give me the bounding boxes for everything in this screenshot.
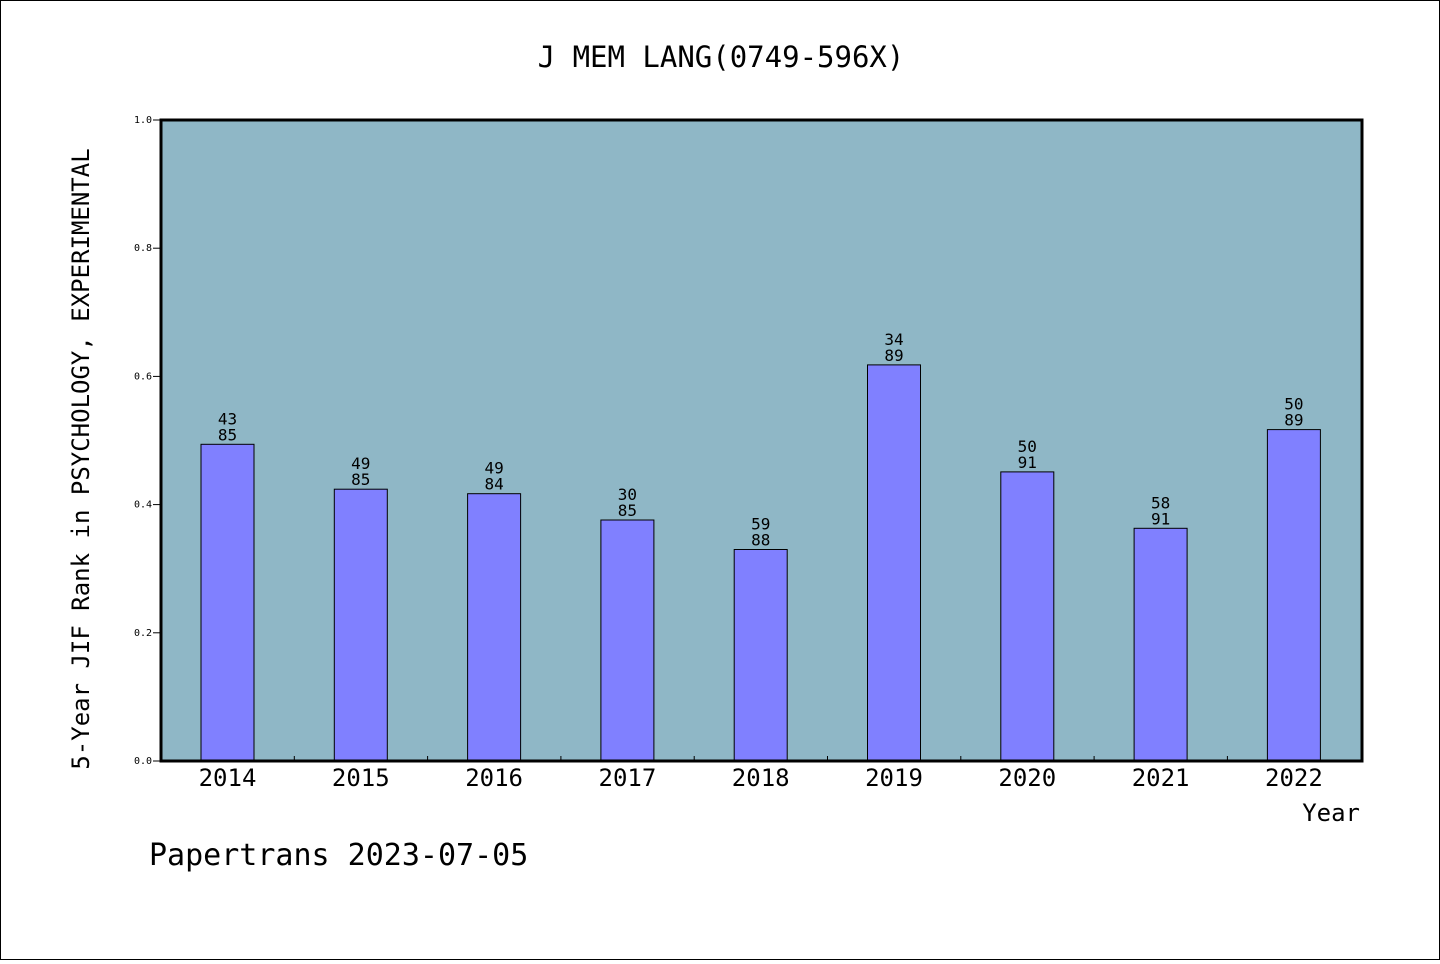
bar-2015 (333, 488, 388, 762)
bar-2018 (733, 549, 788, 762)
y-tick-label: 1.0 (134, 115, 152, 126)
bar-2022 (1266, 429, 1321, 762)
y-axis: 0.0 0.2 0.4 0.6 0.8 1.0 (134, 115, 161, 767)
bar-2020 (1000, 471, 1055, 762)
bar-total-label: 84 (484, 475, 503, 494)
bar-total-label: 85 (351, 470, 370, 489)
bar-2016 (467, 493, 522, 762)
footer-credit: Papertrans 2023-07-05 (149, 838, 528, 873)
bar-rank-label: 58 (1151, 493, 1170, 512)
x-tick-label: 2014 (199, 764, 257, 792)
bar-rank-label: 50 (1018, 437, 1037, 456)
x-axis: 2014 2015 2016 2017 2018 2019 2020 2021 2022 (199, 756, 1323, 792)
x-tick-label: 2021 (1132, 764, 1190, 792)
y-tick-label: 0.6 (134, 371, 152, 382)
x-tick-label: 2015 (332, 764, 390, 792)
bar-total-label: 91 (1151, 509, 1170, 528)
bar-2021 (1133, 527, 1188, 762)
bar-rank-label: 34 (884, 330, 903, 349)
y-tick-label: 0.0 (134, 756, 152, 767)
bar-series (200, 364, 1321, 762)
bar-rank-label: 49 (351, 454, 370, 473)
bar-2017 (600, 519, 655, 762)
bar-total-label: 89 (884, 346, 903, 365)
y-tick-label: 0.4 (134, 500, 152, 511)
bar-rank-label: 43 (218, 409, 237, 428)
bar-total-label: 85 (218, 425, 237, 444)
chart-title: J MEM LANG(0749-596X) (538, 40, 905, 74)
x-tick-label: 2016 (465, 764, 523, 792)
bar-total-label: 91 (1018, 453, 1037, 472)
bar-rank-label: 59 (751, 515, 770, 534)
x-tick-label: 2018 (732, 764, 790, 792)
bar-2019 (867, 364, 921, 762)
x-axis-label: Year (1302, 799, 1360, 827)
y-tick-label: 0.8 (134, 243, 152, 254)
y-tick-label: 0.2 (134, 628, 152, 639)
x-tick-label: 2022 (1265, 764, 1323, 792)
bar-rank-label: 50 (1284, 395, 1303, 414)
bar-total-label: 89 (1284, 411, 1303, 430)
x-tick-label: 2017 (599, 764, 657, 792)
y-axis-label: 5-Year JIF Rank in PSYCHOLOGY, EXPERIMEN… (67, 148, 95, 769)
bar-rank-label: 49 (484, 459, 503, 478)
bar-rank-label: 30 (618, 485, 637, 504)
bar-total-label: 88 (751, 531, 770, 550)
bar-2014 (200, 443, 255, 762)
plot-border (159, 118, 1364, 763)
x-tick-label: 2020 (998, 764, 1056, 792)
x-tick-label: 2019 (865, 764, 923, 792)
bar-total-label: 85 (618, 501, 637, 520)
